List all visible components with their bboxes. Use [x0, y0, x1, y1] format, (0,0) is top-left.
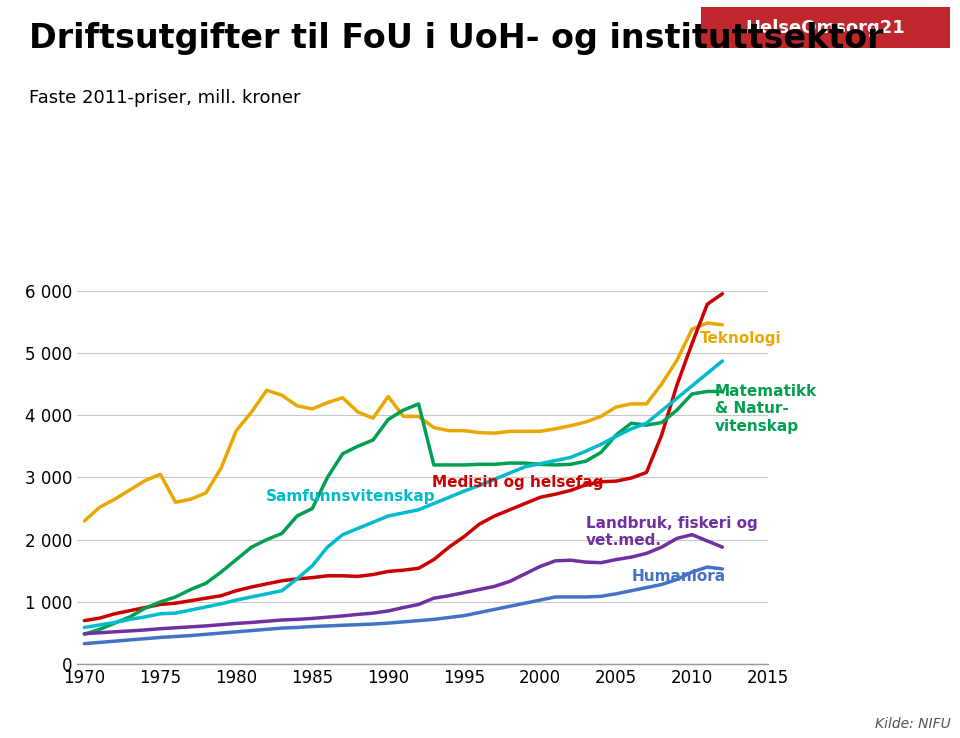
Text: Samfunnsvitenskap: Samfunnsvitenskap — [265, 489, 435, 503]
Text: Faste 2011-priser, mill. kroner: Faste 2011-priser, mill. kroner — [29, 89, 300, 106]
Text: Medisin og helsefag: Medisin og helsefag — [432, 475, 603, 490]
Text: Humaniora: Humaniora — [632, 569, 726, 584]
Text: HelseOmsorg21: HelseOmsorg21 — [746, 18, 905, 37]
Text: Landbruk, fiskeri og
vet.med.: Landbruk, fiskeri og vet.med. — [586, 516, 757, 548]
Text: Matematikk
& Natur-
vitenskap: Matematikk & Natur- vitenskap — [715, 384, 817, 434]
Text: Kilde: NIFU: Kilde: NIFU — [875, 717, 950, 731]
Text: Teknologi: Teknologi — [700, 331, 781, 346]
Text: Driftsutgifter til FoU i UoH- og instituttsektor: Driftsutgifter til FoU i UoH- og institu… — [29, 22, 883, 55]
